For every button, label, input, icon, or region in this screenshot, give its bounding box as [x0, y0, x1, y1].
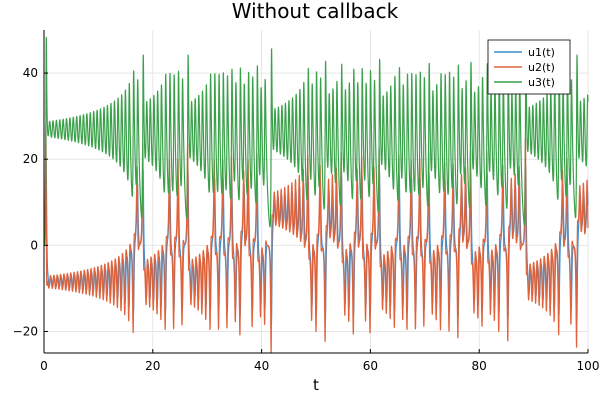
x-tick-label: 80: [472, 359, 487, 373]
series-group: [43, 36, 589, 354]
x-tick-label: 60: [363, 359, 378, 373]
y-tick-label: 0: [30, 238, 38, 252]
legend: u1(t) u2(t) u3(t): [487, 39, 571, 95]
legend-label: u2(t): [528, 61, 555, 74]
x-tick-label: 40: [254, 359, 269, 373]
x-ticks: 0 20 40 60 80 100: [40, 349, 599, 373]
legend-label: u1(t): [528, 46, 555, 59]
chart-title: Without callback: [232, 0, 399, 23]
legend-label: u3(t): [528, 76, 555, 89]
x-tick-label: 0: [40, 359, 48, 373]
y-ticks: −20 0 20 40: [13, 66, 48, 338]
y-tick-label: 20: [23, 152, 38, 166]
x-axis-label: t: [313, 376, 319, 394]
x-tick-label: 20: [145, 359, 160, 373]
y-tick-label: −20: [13, 324, 38, 338]
series-line-u2t: [43, 125, 589, 354]
y-tick-label: 40: [23, 66, 38, 80]
legend-box: [487, 39, 571, 95]
series-line-u3t: [43, 36, 589, 246]
x-tick-label: 100: [577, 359, 600, 373]
